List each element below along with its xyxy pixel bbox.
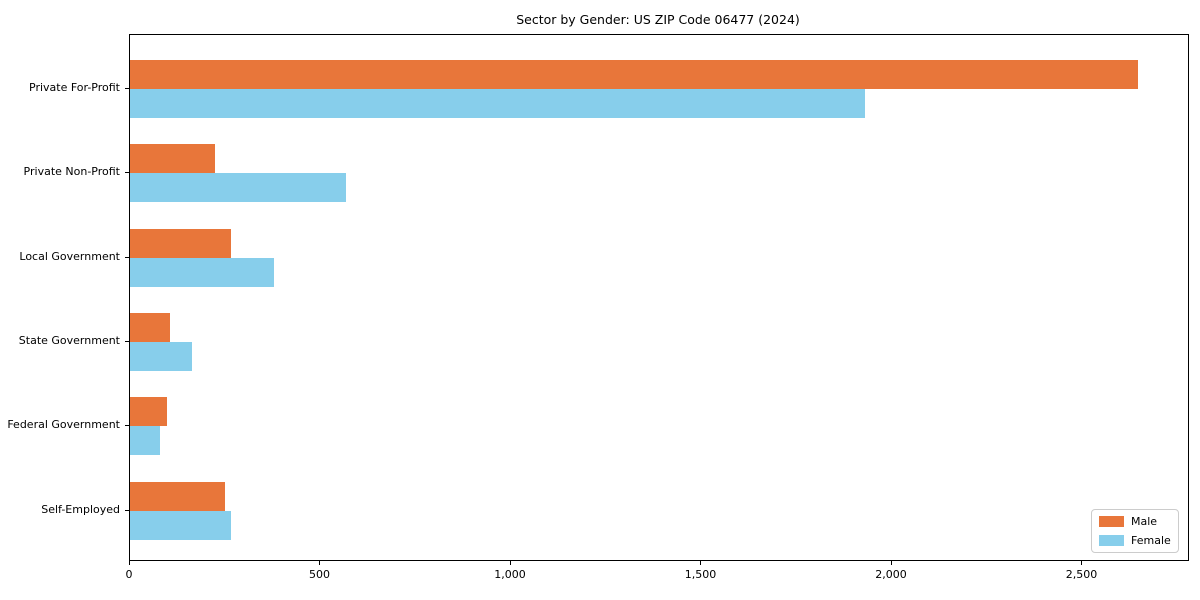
x-tick-mark: [700, 561, 702, 565]
y-tick-label-local-government: Local Government: [19, 249, 120, 263]
y-tick-mark: [125, 172, 129, 174]
legend-swatch-female: [1099, 535, 1124, 546]
bar-male-state-government: [130, 312, 170, 342]
y-tick-label-state-government: State Government: [18, 333, 120, 347]
x-tick-label-500: 500: [308, 568, 330, 581]
y-tick-mark: [125, 340, 129, 342]
legend-swatch-male: [1099, 516, 1124, 527]
bar-female-federal-government: [130, 426, 160, 456]
bar-female-state-government: [130, 341, 192, 371]
x-tick-label-2000: 2,000: [875, 568, 907, 581]
bar-female-local-government: [130, 257, 274, 287]
y-tick-label-self-employed: Self-Employed: [41, 502, 120, 516]
bar-male-self-employed: [130, 481, 225, 511]
bar-female-private-non-profit: [130, 173, 346, 203]
y-tick-mark: [125, 256, 129, 258]
bar-male-local-government: [130, 228, 231, 258]
bar-female-private-for-profit: [130, 89, 865, 118]
x-tick-mark: [509, 561, 511, 565]
x-tick-label-2500: 2,500: [1065, 568, 1098, 581]
bar-male-private-for-profit: [130, 60, 1138, 89]
x-tick-label-1000: 1,000: [494, 568, 526, 581]
chart-title: Sector by Gender: US ZIP Code 06477 (202…: [516, 12, 800, 27]
y-tick-mark: [125, 88, 129, 89]
bar-female-self-employed: [130, 510, 231, 540]
bar-male-federal-government: [130, 397, 167, 427]
x-tick-mark: [1081, 561, 1083, 565]
y-tick-mark: [125, 509, 129, 511]
x-tick-mark: [319, 561, 321, 565]
legend-item-male: Male: [1099, 515, 1171, 528]
x-tick-label-1500: 1,500: [684, 568, 717, 581]
x-tick-label-0: 0: [125, 568, 133, 581]
y-tick-mark: [125, 425, 129, 427]
legend-label-male: Male: [1131, 515, 1158, 528]
plot-area: Male Female: [129, 34, 1189, 561]
x-tick-mark: [890, 561, 892, 565]
bar-male-private-non-profit: [130, 144, 215, 174]
y-tick-label-private-non-profit: Private Non-Profit: [23, 165, 120, 179]
legend-item-female: Female: [1099, 534, 1171, 547]
y-tick-label-private-for-profit: Private For-Profit: [29, 81, 120, 94]
y-tick-label-federal-government: Federal Government: [7, 418, 120, 432]
legend-label-female: Female: [1131, 534, 1171, 547]
x-tick-mark: [129, 561, 130, 565]
legend: Male Female: [1091, 509, 1179, 553]
